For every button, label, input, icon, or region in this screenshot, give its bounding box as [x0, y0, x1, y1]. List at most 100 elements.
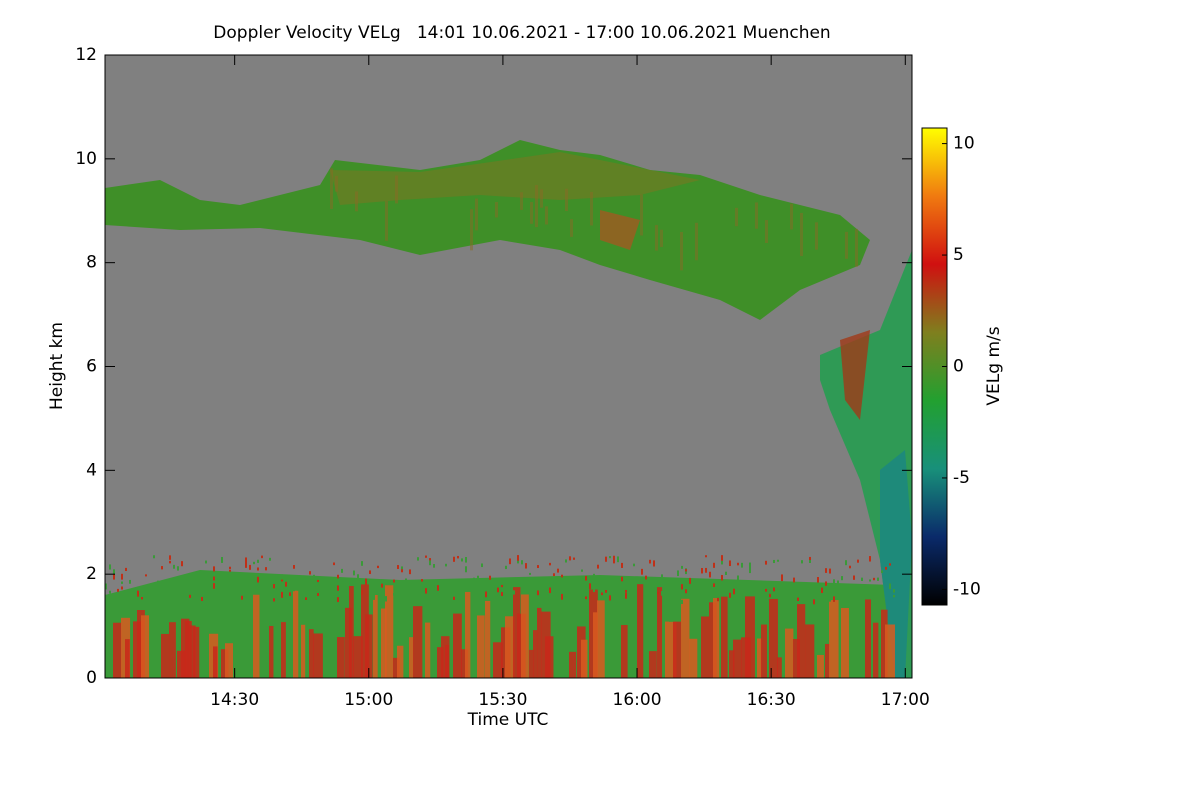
echo-texture	[661, 590, 663, 596]
echo-texture	[377, 565, 379, 569]
echo-texture	[309, 592, 311, 595]
echo-texture	[793, 591, 795, 596]
echo-texture	[649, 651, 657, 678]
echo-texture	[721, 596, 728, 678]
echo-texture	[809, 556, 811, 563]
echo-texture	[470, 209, 473, 251]
echo-texture	[437, 647, 444, 678]
echo-texture	[461, 558, 463, 562]
echo-texture	[653, 560, 655, 566]
echo-texture	[533, 630, 538, 678]
echo-texture	[417, 557, 419, 561]
echo-texture	[429, 558, 431, 561]
echo-texture	[257, 559, 259, 563]
echo-texture	[429, 559, 431, 566]
echo-texture	[521, 560, 523, 565]
echo-texture	[865, 599, 872, 678]
echo-texture	[265, 576, 267, 580]
echo-texture	[397, 645, 404, 678]
echo-texture	[401, 566, 403, 571]
echo-texture	[829, 597, 831, 602]
echo-texture	[793, 577, 795, 583]
echo-texture	[693, 585, 695, 591]
echo-texture	[273, 598, 275, 602]
y-tick-label: 12	[75, 45, 97, 65]
echo-texture	[681, 565, 683, 569]
echo-texture	[365, 578, 367, 585]
echo-texture	[229, 569, 231, 572]
echo-texture	[693, 592, 695, 598]
echo-texture	[805, 624, 815, 678]
echo-texture	[829, 568, 831, 574]
echo-texture	[821, 587, 823, 593]
echo-texture	[281, 574, 283, 580]
echo-texture	[713, 583, 715, 587]
echo-texture	[709, 571, 711, 578]
echo-texture	[269, 625, 274, 678]
echo-texture	[797, 604, 806, 678]
colorbar-tick-label: 10	[953, 134, 975, 154]
echo-texture	[337, 585, 339, 591]
echo-texture	[761, 624, 767, 678]
echo-texture	[213, 646, 218, 678]
echo-texture	[393, 657, 400, 678]
echo-texture	[857, 559, 859, 563]
echo-texture	[281, 622, 286, 678]
echo-texture	[721, 560, 723, 565]
echo-texture	[717, 597, 719, 602]
echo-texture	[289, 592, 291, 595]
echo-texture	[441, 584, 443, 588]
echo-texture	[817, 577, 819, 583]
echo-texture	[755, 202, 758, 229]
echo-texture	[593, 612, 598, 678]
echo-texture	[213, 576, 215, 581]
echo-texture	[221, 649, 229, 678]
echo-texture	[453, 556, 455, 562]
echo-texture	[161, 566, 163, 570]
echo-texture	[845, 231, 848, 259]
echo-texture	[855, 228, 858, 267]
echo-texture	[465, 557, 467, 563]
echo-texture	[361, 590, 363, 596]
echo-texture	[535, 185, 538, 228]
echo-texture	[329, 593, 331, 597]
echo-texture	[409, 637, 414, 678]
echo-texture	[505, 616, 515, 678]
echo-texture	[565, 595, 567, 602]
echo-texture	[301, 624, 306, 678]
echo-texture	[425, 555, 427, 558]
x-tick-label: 16:30	[747, 690, 796, 710]
echo-texture	[369, 583, 371, 590]
echo-texture	[225, 585, 227, 590]
echo-texture	[105, 594, 107, 600]
echo-texture	[881, 570, 883, 573]
echo-texture	[597, 600, 605, 678]
echo-texture	[873, 577, 875, 581]
echo-texture	[721, 555, 723, 561]
echo-texture	[665, 621, 670, 678]
echo-texture	[495, 202, 498, 218]
echo-texture	[425, 622, 431, 678]
echo-texture	[713, 589, 715, 593]
echo-texture	[729, 585, 731, 588]
echo-texture	[569, 556, 571, 561]
echo-texture	[577, 582, 579, 589]
echo-texture	[873, 622, 879, 678]
x-tick-label: 15:00	[344, 690, 393, 710]
echo-texture	[793, 639, 800, 678]
echo-texture	[549, 587, 551, 594]
echo-texture	[621, 576, 623, 582]
echo-texture	[537, 565, 539, 569]
echo-texture	[109, 564, 111, 570]
echo-texture	[125, 639, 130, 678]
echo-texture	[129, 579, 131, 584]
echo-texture	[725, 591, 727, 594]
echo-texture	[805, 587, 807, 594]
echo-texture	[373, 594, 378, 678]
echo-texture	[585, 596, 587, 600]
echo-texture	[581, 569, 583, 572]
echo-texture	[181, 561, 183, 567]
y-tick-label: 6	[86, 357, 97, 377]
echo-texture	[815, 222, 818, 250]
echo-texture	[645, 586, 647, 590]
